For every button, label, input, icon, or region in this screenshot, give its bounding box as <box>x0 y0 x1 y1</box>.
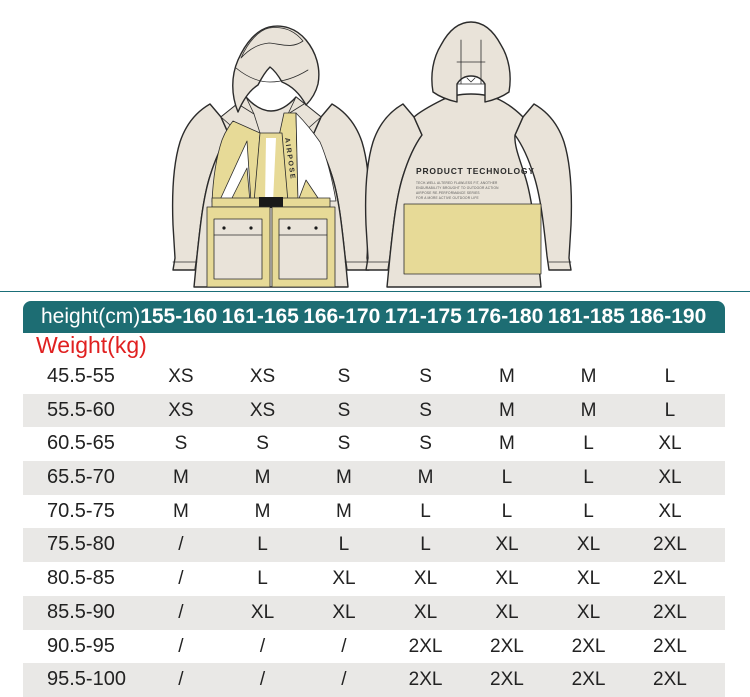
svg-text:ENDURABILITY BROUGHT TO OUTDOO: ENDURABILITY BROUGHT TO OUTDOOR ACTION <box>416 186 499 190</box>
svg-text:FOR A MORE ACTIVE OUTDOOR LIFE: FOR A MORE ACTIVE OUTDOOR LIFE <box>416 196 479 200</box>
svg-text:TECH-WELL ALTERED FLAWLESS FIT: TECH-WELL ALTERED FLAWLESS FIT, ANOTHER <box>416 181 498 185</box>
svg-text:PRODUCT TECHNOLOGY: PRODUCT TECHNOLOGY <box>416 166 535 176</box>
svg-text:AIRPOSE RE-PERFORMANCE SERIES: AIRPOSE RE-PERFORMANCE SERIES <box>416 191 480 195</box>
